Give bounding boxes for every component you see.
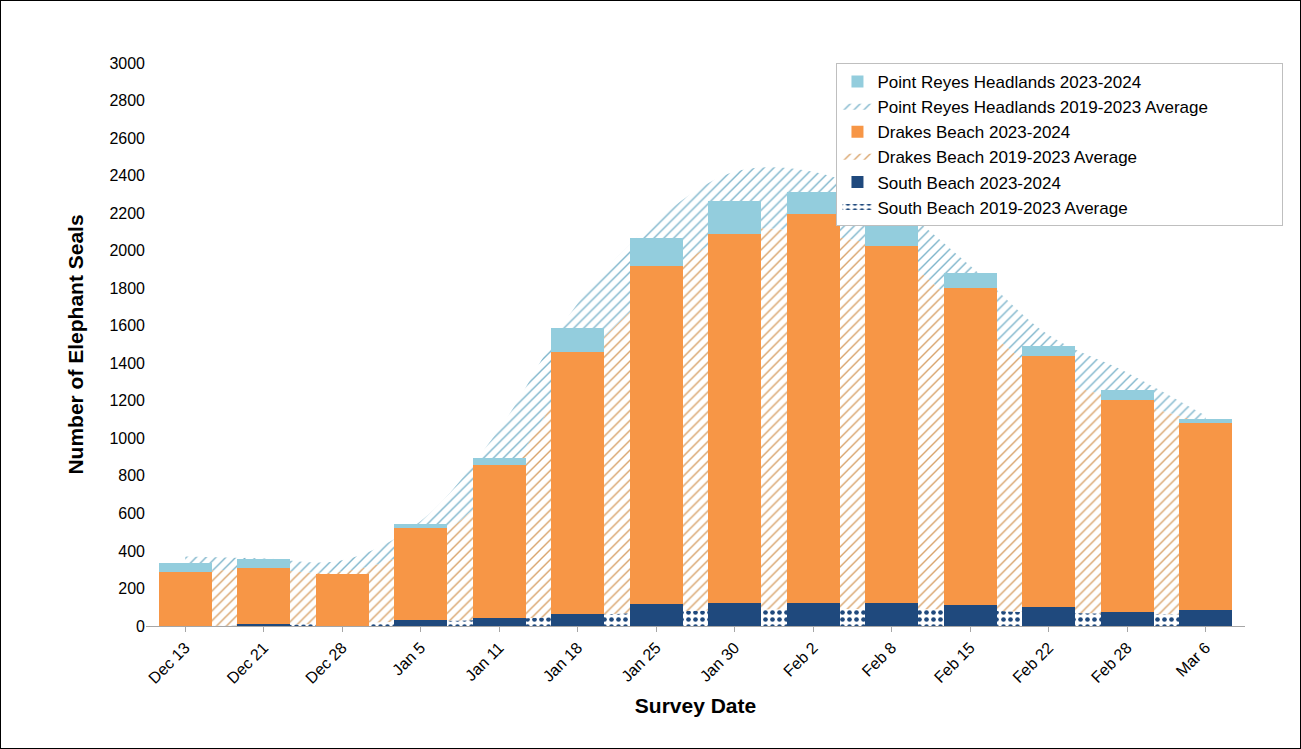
svg-text:2600: 2600: [109, 130, 145, 147]
svg-text:Drakes Beach 2019-2023 Average: Drakes Beach 2019-2023 Average: [877, 148, 1137, 167]
svg-text:Dec 21: Dec 21: [224, 639, 272, 687]
svg-text:Point Reyes Headlands 2023-202: Point Reyes Headlands 2023-2024: [877, 73, 1141, 92]
svg-text:400: 400: [118, 543, 145, 560]
svg-text:Jan 5: Jan 5: [389, 639, 429, 679]
svg-text:Feb 15: Feb 15: [931, 639, 978, 686]
svg-text:2800: 2800: [109, 92, 145, 109]
svg-text:2000: 2000: [109, 242, 145, 259]
svg-text:Dec 13: Dec 13: [145, 639, 193, 687]
svg-text:600: 600: [118, 505, 145, 522]
svg-text:Feb 2: Feb 2: [780, 639, 821, 680]
svg-text:1600: 1600: [109, 317, 145, 334]
svg-text:Jan 25: Jan 25: [618, 639, 664, 685]
svg-text:South Beach 2019-2023 Average: South Beach 2019-2023 Average: [877, 199, 1127, 218]
svg-text:200: 200: [118, 580, 145, 597]
svg-text:Point Reyes Headlands 2019-202: Point Reyes Headlands 2019-2023 Average: [877, 98, 1207, 117]
svg-text:Mar 6: Mar 6: [1173, 639, 1214, 680]
svg-text:Jan 11: Jan 11: [462, 639, 507, 684]
svg-text:Drakes Beach 2023-2024: Drakes Beach 2023-2024: [877, 123, 1070, 142]
svg-text:1400: 1400: [109, 355, 145, 372]
svg-text:Survey Date: Survey Date: [635, 694, 756, 717]
svg-text:Feb 8: Feb 8: [859, 639, 900, 680]
svg-text:Number of Elephant Seals: Number of Elephant Seals: [64, 214, 87, 474]
svg-text:1000: 1000: [109, 430, 145, 447]
svg-text:0: 0: [136, 618, 145, 635]
svg-text:2400: 2400: [109, 167, 145, 184]
svg-text:800: 800: [118, 467, 145, 484]
svg-text:Jan 18: Jan 18: [540, 639, 586, 685]
svg-text:Dec 28: Dec 28: [302, 639, 350, 687]
svg-text:1200: 1200: [109, 392, 145, 409]
svg-text:Jan 30: Jan 30: [697, 639, 743, 685]
svg-text:3000: 3000: [109, 55, 145, 72]
svg-text:1800: 1800: [109, 280, 145, 297]
svg-text:Feb 22: Feb 22: [1009, 639, 1056, 686]
svg-text:South Beach 2023-2024: South Beach 2023-2024: [877, 174, 1060, 193]
svg-text:Feb 28: Feb 28: [1088, 639, 1135, 686]
svg-text:2200: 2200: [109, 205, 145, 222]
